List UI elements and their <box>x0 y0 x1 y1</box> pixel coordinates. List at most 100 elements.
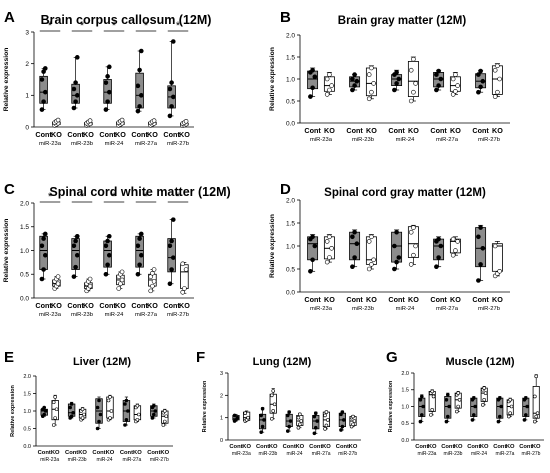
data-point <box>371 257 376 263</box>
box-ko-mir-27b <box>180 119 189 129</box>
data-point <box>495 89 500 95</box>
box-ko-mir-23b <box>84 118 93 128</box>
data-point <box>453 248 458 253</box>
group-label: KO <box>179 130 190 139</box>
y-tick-label: 0.0 <box>20 295 29 302</box>
data-point <box>313 425 318 430</box>
group-label: Cont <box>35 130 52 139</box>
data-point <box>350 264 355 270</box>
data-point <box>327 87 332 93</box>
y-tick-label: 1.0 <box>286 243 295 250</box>
box-cont-mir-24 <box>391 229 403 272</box>
box-ko-mir-24 <box>116 269 125 291</box>
data-point <box>74 93 80 98</box>
group-label: KO <box>179 301 190 310</box>
data-point <box>161 423 166 427</box>
data-point <box>310 234 315 240</box>
data-point <box>445 414 450 419</box>
data-point <box>97 419 101 424</box>
iqr-box <box>135 235 144 268</box>
data-point <box>431 394 436 399</box>
data-point <box>55 117 61 123</box>
panel-a: A Brain corpus callosum (12M) 0 1 2 3 Relative… <box>3 9 211 147</box>
data-point <box>445 392 450 397</box>
y-tick-label: 1.0 <box>23 409 31 415</box>
group-label: KO <box>160 450 169 456</box>
panel-letter: G <box>386 349 398 366</box>
category-label: miR-27b <box>338 451 357 457</box>
group-label: Cont <box>256 444 269 450</box>
y-tick-label: 2.0 <box>286 197 295 204</box>
data-point <box>260 424 265 429</box>
data-point <box>411 89 416 95</box>
data-point <box>436 83 441 88</box>
category-label: miR-27b <box>522 451 541 457</box>
significance-mark: * <box>48 191 53 203</box>
significance-mark: * <box>112 191 117 203</box>
data-point <box>137 104 142 109</box>
data-point <box>42 89 48 95</box>
category-label: miR-23a <box>418 451 437 457</box>
group-label: KO <box>51 130 62 139</box>
data-point <box>167 86 173 92</box>
data-point <box>123 402 127 406</box>
category-label: miR-24 <box>105 141 124 147</box>
data-point <box>148 288 154 294</box>
group-label: KO <box>532 444 541 450</box>
group-label: KO <box>269 444 278 450</box>
data-point <box>352 72 357 77</box>
box-ko-mir-27a <box>322 410 331 431</box>
data-point <box>310 67 315 73</box>
data-point <box>135 403 140 408</box>
data-point <box>408 98 414 104</box>
y-axis-label: Relative expression <box>3 48 10 112</box>
data-point <box>87 276 93 282</box>
data-point <box>312 243 318 249</box>
data-point <box>135 417 140 422</box>
data-point <box>471 413 476 417</box>
data-point <box>119 277 125 283</box>
group-label: KO <box>106 450 115 456</box>
data-point <box>162 409 167 413</box>
data-point <box>119 117 125 123</box>
data-point <box>310 257 315 263</box>
data-point <box>39 276 45 282</box>
box-cont-mir-27b <box>167 217 176 287</box>
box-ko-mir-27b <box>180 261 189 295</box>
data-point <box>413 243 418 249</box>
group-label: KO <box>115 301 126 310</box>
box-cont-mir-27a <box>122 396 131 427</box>
y-tick-label: 1.5 <box>23 391 31 397</box>
category-label: miR-24 <box>286 451 302 457</box>
data-point <box>327 255 332 260</box>
group-label: KO <box>147 130 158 139</box>
data-point <box>271 389 276 393</box>
panel-title: Spinal cord gray matter (12M) <box>324 187 486 199</box>
data-point <box>71 274 77 279</box>
group-label: Cont <box>472 295 489 304</box>
data-point <box>74 233 80 239</box>
data-point <box>450 236 456 242</box>
data-point <box>522 418 527 422</box>
y-tick-label: 0 <box>220 438 223 444</box>
box-cont-mir-24 <box>95 396 103 431</box>
data-point <box>98 412 103 417</box>
data-point <box>169 267 174 272</box>
y-axis-label: Relative expression <box>202 380 208 432</box>
panel-title: Spinal cord white matter (12M) <box>49 185 230 199</box>
panel-letter: C <box>4 181 15 198</box>
data-point <box>392 266 397 272</box>
data-point <box>352 83 357 88</box>
data-point <box>285 429 290 433</box>
category-label: miR-23b <box>352 137 374 143</box>
y-tick-label: 0.5 <box>286 98 295 105</box>
box-cont-mir-23b <box>71 55 80 111</box>
data-point <box>118 281 123 287</box>
significance-mark: * <box>176 191 181 203</box>
data-point <box>97 398 101 403</box>
data-point <box>308 268 313 274</box>
significance-mark: * <box>80 20 85 32</box>
data-point <box>271 409 276 413</box>
data-point <box>71 105 77 111</box>
data-point <box>167 243 173 249</box>
